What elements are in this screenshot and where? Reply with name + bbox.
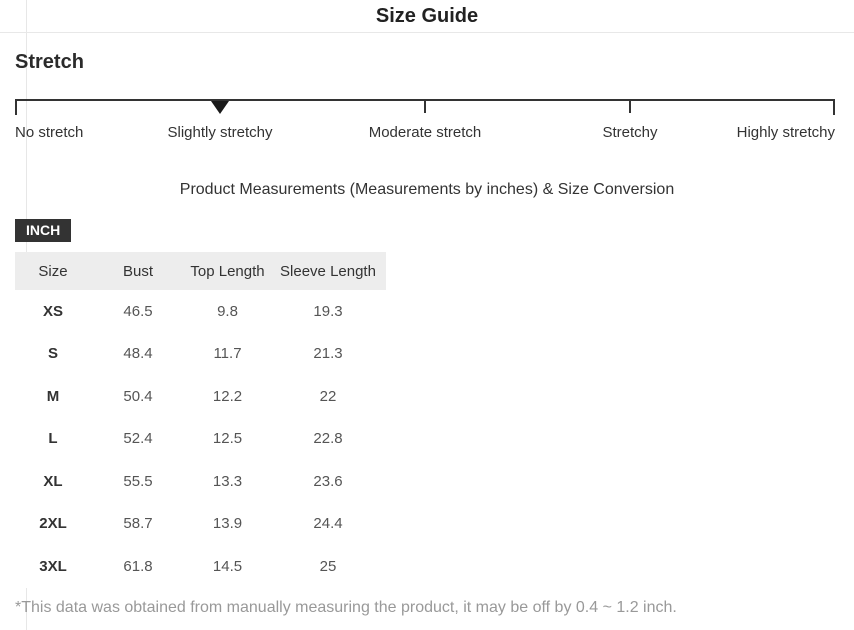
size-table: Size Bust Top Length Sleeve Length XS 46.5 9.… (15, 252, 386, 588)
stretch-level-label: No stretch (15, 124, 84, 141)
size-cell: 2XL (39, 515, 67, 533)
measurement-cell: 46.5 (123, 302, 153, 320)
measurement-cell: 48.4 (123, 345, 153, 363)
column-header: Top Length (190, 262, 265, 280)
measurement-cell: 11.7 (213, 345, 242, 363)
table-row: L 52.4 12.5 22.8 (15, 417, 386, 460)
measurement-cell: 22 (319, 387, 337, 405)
stretch-level-label: Stretchy (602, 124, 658, 141)
vertical-divider-artifact (26, 0, 27, 630)
stretch-level-label: Highly stretchy (736, 124, 835, 141)
size-cell: 3XL (39, 557, 67, 575)
unit-toggle-inch[interactable]: INCH (15, 219, 72, 242)
table-row: 3XL 61.8 14.5 25 (15, 545, 386, 588)
page-title: Size Guide (375, 5, 479, 27)
measurement-cell: 25 (319, 557, 337, 575)
size-table-header-row: Size Bust Top Length Sleeve Length (15, 252, 386, 290)
measurement-cell: 22.8 (313, 430, 343, 448)
table-row: S 48.4 11.7 21.3 (15, 332, 386, 375)
stretch-scale-tick (629, 101, 631, 113)
size-cell: L (48, 430, 58, 448)
measurement-cell: 61.8 (123, 557, 153, 575)
measurement-cell: 19.3 (313, 302, 343, 320)
measurement-cell: 24.4 (313, 515, 343, 533)
measurement-cell: 23.6 (313, 472, 343, 490)
size-cell: XS (42, 302, 63, 320)
measurement-cell: 12.5 (212, 430, 243, 448)
measurement-cell: 9.8 (217, 302, 238, 320)
column-header: Size (38, 262, 68, 280)
stretch-level-label: Slightly stretchy (167, 124, 273, 141)
size-table-body: XS 46.5 9.8 19.3 S 48.4 11.7 21.3 M 50.4 12.2 22 L 52… (15, 290, 386, 588)
stretch-scale-tick (424, 101, 426, 113)
stretch-scale (15, 99, 835, 115)
table-row: M 50.4 12.2 22 (15, 375, 386, 418)
stretch-scale-tick (15, 101, 17, 115)
measurements-heading: Product Measurements (Measurements by in… (179, 181, 675, 198)
measurement-cell: 14.5 (212, 557, 243, 575)
table-row: XL 55.5 13.3 23.6 (15, 460, 386, 503)
stretch-level-label: Moderate stretch (368, 124, 482, 141)
measurement-cell: 21.3 (313, 345, 343, 363)
measurement-cell: 13.9 (212, 515, 243, 533)
stretch-scale-tick (833, 101, 835, 115)
column-header: Sleeve Length (280, 262, 376, 280)
measurement-cell: 52.4 (123, 430, 153, 448)
column-header: Bust (122, 262, 153, 280)
stretch-labels: No stretch Slightly stretchy Moderate stre… (15, 124, 835, 142)
size-cell: XL (43, 472, 63, 490)
stretch-section-heading: Stretch (15, 51, 84, 73)
measurement-cell: 12.2 (212, 387, 243, 405)
measurement-cell: 50.4 (123, 387, 153, 405)
measurement-cell: 13.3 (212, 472, 243, 490)
table-row: 2XL 58.7 13.9 24.4 (15, 502, 386, 545)
measurement-disclaimer: *This data was obtained from manually me… (15, 599, 677, 616)
measurement-cell: 55.5 (123, 472, 153, 490)
measurement-cell: 58.7 (123, 515, 153, 533)
stretch-marker-triangle-icon (211, 101, 229, 114)
size-cell: M (46, 387, 60, 405)
modal-header: Size Guide (0, 0, 854, 33)
table-row: XS 46.5 9.8 19.3 (15, 290, 386, 333)
size-cell: S (47, 345, 58, 363)
